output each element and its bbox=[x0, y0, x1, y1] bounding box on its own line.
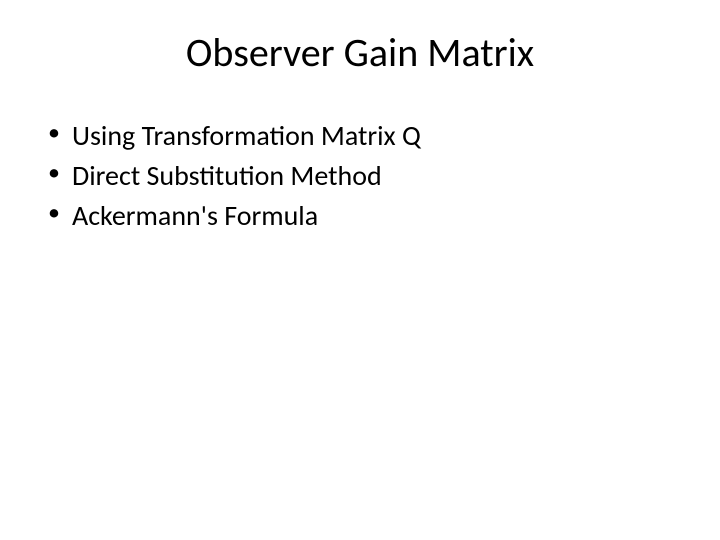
bullet-item: Ackermann's Formula bbox=[44, 197, 680, 235]
bullet-item: Direct Substitution Method bbox=[44, 157, 680, 195]
slide-content: Using Transformation Matrix Q Direct Sub… bbox=[0, 117, 720, 234]
bullet-list: Using Transformation Matrix Q Direct Sub… bbox=[44, 117, 680, 234]
slide-title: Observer Gain Matrix bbox=[0, 0, 720, 117]
bullet-item: Using Transformation Matrix Q bbox=[44, 117, 680, 155]
slide-container: Observer Gain Matrix Using Transformatio… bbox=[0, 0, 720, 540]
